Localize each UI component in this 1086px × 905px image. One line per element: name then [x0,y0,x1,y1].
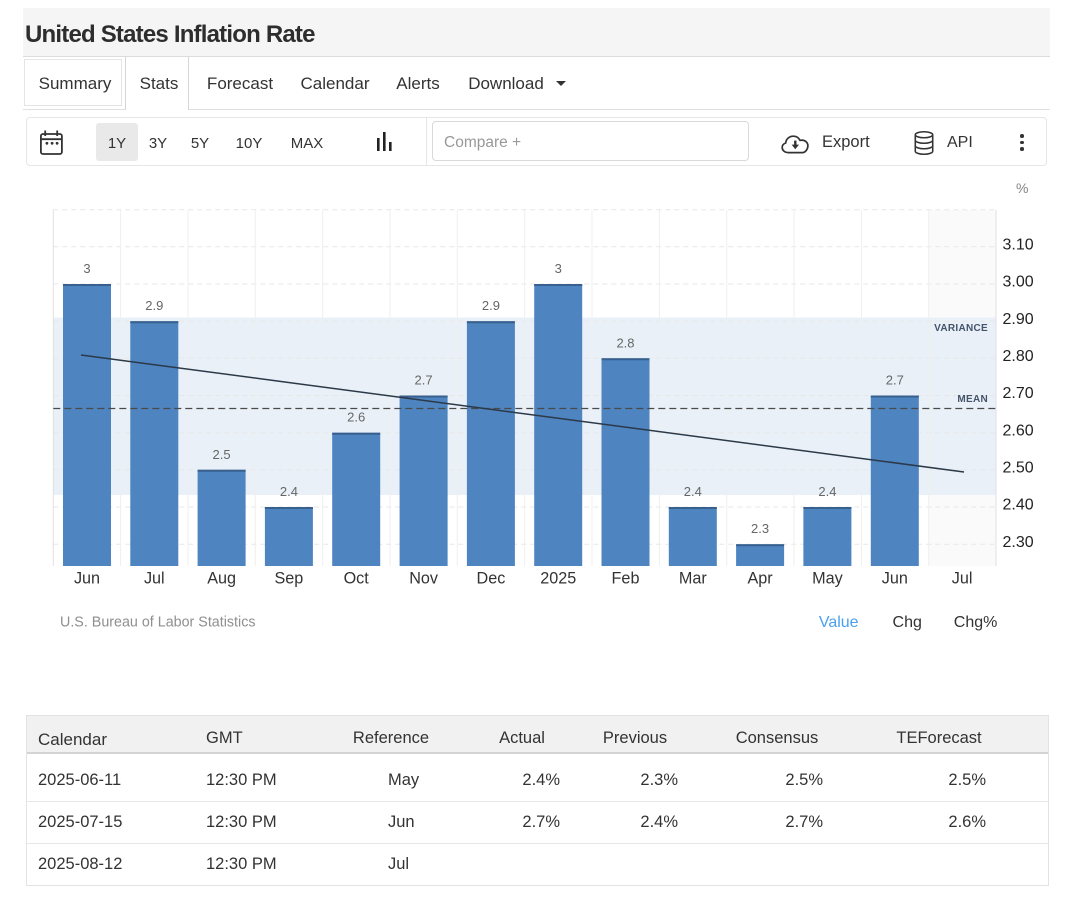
svg-text:2.9: 2.9 [482,298,500,313]
svg-text:2.60: 2.60 [1003,422,1034,439]
svg-text:%: % [1016,180,1028,196]
svg-text:2.7: 2.7 [886,373,904,388]
svg-text:Apr: Apr [747,570,773,588]
svg-text:3.00: 3.00 [1003,274,1034,291]
svg-text:2.3: 2.3 [751,521,769,536]
svg-text:2.30: 2.30 [1003,534,1034,551]
svg-text:2.70: 2.70 [1003,385,1034,402]
svg-text:May: May [812,570,843,588]
svg-text:Chg%: Chg% [954,614,998,631]
svg-text:3.10: 3.10 [1003,237,1034,254]
svg-text:3: 3 [555,261,562,276]
svg-text:2.50: 2.50 [1003,460,1034,477]
svg-text:Oct: Oct [344,570,370,588]
svg-text:Feb: Feb [612,570,640,588]
svg-text:2.8: 2.8 [616,335,634,350]
svg-text:Chg: Chg [893,614,922,631]
svg-text:Nov: Nov [409,570,439,588]
svg-text:Jun: Jun [882,570,908,588]
svg-text:U.S. Bureau of Labor Statistic: U.S. Bureau of Labor Statistics [60,615,256,631]
svg-text:2.9: 2.9 [145,298,163,313]
svg-text:Aug: Aug [207,570,236,588]
svg-text:2025: 2025 [540,570,576,588]
svg-text:Jul: Jul [144,570,165,588]
svg-text:VARIANCE: VARIANCE [934,323,988,334]
svg-text:Mar: Mar [679,570,707,588]
svg-text:2.6: 2.6 [347,410,365,425]
svg-text:MEAN: MEAN [957,394,988,405]
svg-text:3: 3 [83,261,90,276]
svg-text:2.80: 2.80 [1003,348,1034,365]
svg-text:2.4: 2.4 [684,484,702,499]
svg-text:2.4: 2.4 [280,484,298,499]
svg-text:Dec: Dec [477,570,506,588]
svg-text:Jul: Jul [952,570,973,588]
svg-text:2.7: 2.7 [415,373,433,388]
svg-text:2.4: 2.4 [818,484,836,499]
svg-text:Value: Value [819,614,859,631]
svg-text:2.5: 2.5 [213,447,231,462]
svg-text:2.90: 2.90 [1003,311,1034,328]
svg-text:Jun: Jun [74,570,100,588]
svg-text:Sep: Sep [274,570,303,588]
svg-text:2.40: 2.40 [1003,497,1034,514]
